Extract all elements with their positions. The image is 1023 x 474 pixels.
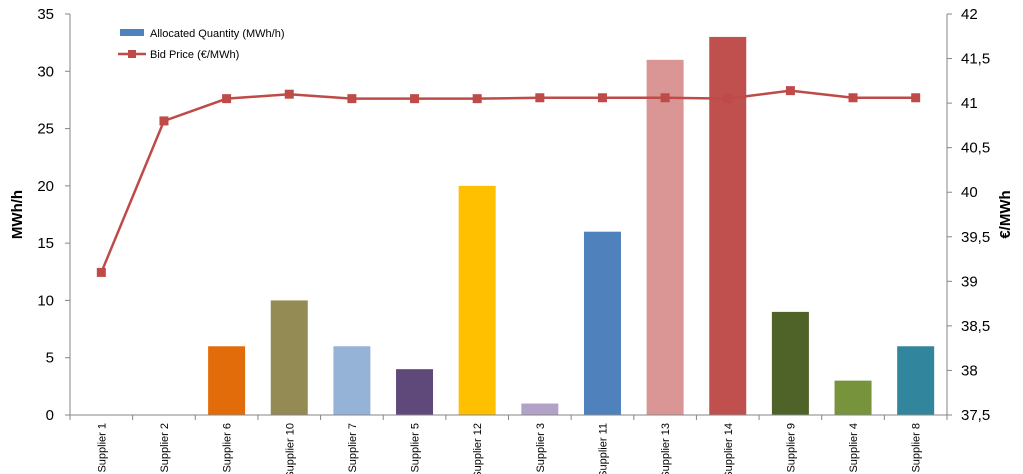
y2-tick-label: 42 <box>961 6 978 23</box>
y2-tick-label: 41,5 <box>961 51 990 68</box>
y2-tick-label: 37,5 <box>961 407 990 424</box>
x-tick-label: Supplier 13 <box>660 423 672 474</box>
price-marker <box>284 89 294 99</box>
legend-marker-price <box>128 50 136 58</box>
legend-label-quantity: Allocated Quantity (MWh/h) <box>150 28 285 40</box>
legend-label-price: Bid Price (€/MWh) <box>150 49 239 61</box>
x-tick-label: Supplier 8 <box>911 423 923 473</box>
x-tick-label: Supplier 14 <box>723 423 735 474</box>
y-tick-label: 0 <box>46 407 54 424</box>
price-marker <box>911 93 921 103</box>
price-marker <box>347 94 357 104</box>
legend-swatch-quantity <box>120 29 144 36</box>
price-marker <box>535 93 545 103</box>
bar <box>771 311 809 415</box>
x-tick-label: Supplier 2 <box>159 423 171 473</box>
x-tick-label: Supplier 1 <box>96 423 108 473</box>
price-marker <box>848 93 858 103</box>
bar <box>897 346 935 415</box>
price-marker <box>222 94 232 104</box>
x-tick-label: Supplier 11 <box>597 423 609 474</box>
x-tick-label: Supplier 10 <box>284 423 296 474</box>
y2-tick-label: 39 <box>961 273 978 290</box>
x-tick-label: Supplier 6 <box>222 423 234 473</box>
price-marker <box>472 94 482 104</box>
bar <box>396 369 434 415</box>
x-tick-label: Supplier 4 <box>848 423 860 473</box>
price-marker <box>96 267 106 277</box>
price-marker <box>597 93 607 103</box>
y2-tick-label: 40,5 <box>961 140 990 157</box>
price-marker <box>410 94 420 104</box>
x-tick-label: Supplier 12 <box>472 423 484 474</box>
y-tick-label: 35 <box>37 6 54 23</box>
x-tick-label: Supplier 5 <box>410 423 422 473</box>
y2-tick-label: 38,5 <box>961 318 990 335</box>
bar <box>646 59 684 415</box>
bar <box>333 346 371 415</box>
bar <box>458 185 496 415</box>
x-tick-label: Supplier 9 <box>785 423 797 473</box>
y2-tick-label: 40 <box>961 184 978 201</box>
y2-tick-label: 38 <box>961 362 978 379</box>
y2-axis-title: €/MWh <box>997 190 1014 238</box>
x-tick-label: Supplier 3 <box>535 423 547 473</box>
bar <box>521 403 559 415</box>
y-tick-label: 30 <box>37 63 54 80</box>
y-axis-title: MWh/h <box>9 190 26 239</box>
price-line <box>100 89 916 273</box>
bar <box>834 380 872 415</box>
y-tick-label: 5 <box>46 350 54 367</box>
y2-tick-label: 39,5 <box>961 229 990 246</box>
price-marker <box>785 86 795 96</box>
price-marker <box>660 93 670 103</box>
bar <box>270 300 308 415</box>
price-marker <box>159 116 169 126</box>
y-tick-label: 20 <box>37 178 54 195</box>
bar <box>583 231 621 415</box>
x-tick-label: Supplier 7 <box>347 423 359 473</box>
y-tick-label: 15 <box>37 235 54 252</box>
y-tick-label: 25 <box>37 121 54 138</box>
bar <box>208 346 246 415</box>
y-tick-label: 10 <box>37 292 54 309</box>
price-marker <box>723 94 733 104</box>
y2-tick-label: 41 <box>961 95 978 112</box>
bar <box>709 36 747 416</box>
